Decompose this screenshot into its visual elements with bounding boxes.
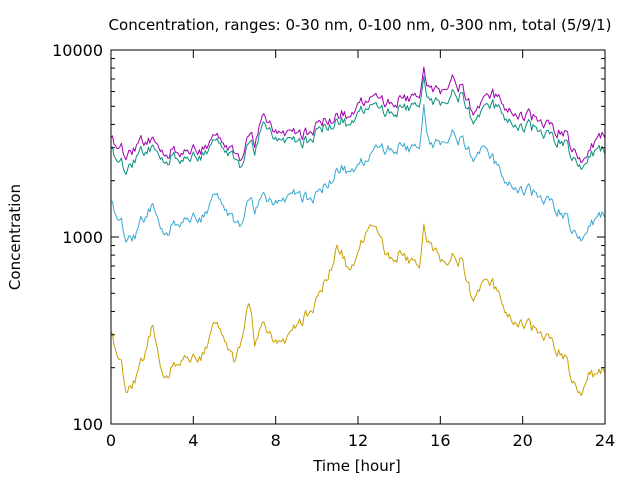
- series-line-1: [110, 223, 606, 397]
- chart-title: Concentration, ranges: 0-30 nm, 0-100 nm…: [109, 16, 612, 34]
- x-tick-label: 4: [188, 431, 198, 450]
- y-tick-label: 1000: [62, 228, 103, 247]
- y-axis-title: Concentration: [6, 184, 24, 290]
- series-line-2: [110, 103, 606, 243]
- x-tick-label: 0: [106, 431, 116, 450]
- y-tick-label: 10000: [52, 41, 103, 60]
- tick-labels-layer: 0 4 8 12 16 20 24 100 1000 10000: [52, 41, 615, 450]
- series-line-4: [110, 66, 606, 164]
- series-layer: [110, 66, 606, 397]
- x-tick-label: 8: [271, 431, 281, 450]
- x-tick-label: 20: [512, 431, 532, 450]
- x-tick-label: 12: [348, 431, 368, 450]
- plot-area: [110, 49, 606, 425]
- ticks-layer: [110, 49, 606, 425]
- x-tick-label: 16: [430, 431, 450, 450]
- series-line-3: [110, 75, 606, 176]
- x-tick-label: 24: [595, 431, 615, 450]
- y-tick-label: 100: [72, 415, 103, 434]
- x-axis-title: Time [hour]: [312, 457, 401, 475]
